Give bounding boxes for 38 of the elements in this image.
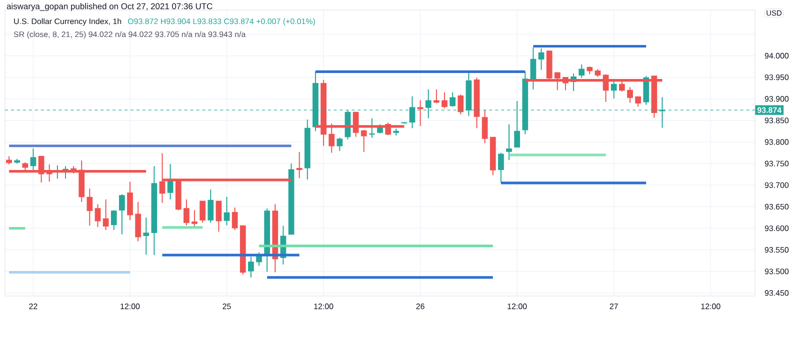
candlestick — [208, 188, 214, 224]
candlestick — [30, 148, 36, 172]
candlestick — [627, 86, 633, 104]
candlestick — [216, 200, 222, 232]
candlestick — [506, 124, 512, 161]
candlestick — [192, 210, 198, 228]
candlestick — [296, 151, 302, 179]
candlestick — [256, 252, 262, 266]
annotation: aiswarya_gopan published on Oct 27, 2021 07:36 UTC — [6, 3, 212, 11]
candlestick — [167, 164, 174, 200]
candlestick — [538, 48, 544, 70]
candlestick — [248, 256, 254, 278]
candlestick — [336, 137, 343, 152]
candlestick — [458, 94, 464, 115]
candlestick — [442, 92, 448, 109]
candlestick — [184, 198, 190, 226]
candlestick — [450, 92, 456, 108]
candlestick — [610, 80, 617, 99]
candlestick — [224, 196, 230, 226]
candlestick — [127, 181, 133, 221]
candlestick — [635, 96, 641, 108]
candlestick — [102, 198, 109, 230]
candlestick — [498, 152, 504, 184]
candlestick — [135, 201, 141, 242]
candlestick — [86, 188, 93, 226]
candlestick — [94, 204, 101, 228]
candlestick — [360, 129, 367, 152]
candlestick — [200, 200, 206, 224]
candlestick — [110, 210, 117, 230]
candlestick — [232, 207, 238, 230]
candlestick — [578, 64, 585, 78]
candlestick — [434, 88, 440, 104]
candlestick — [530, 47, 536, 90]
candlestick — [119, 194, 125, 235]
candlestick — [143, 216, 150, 256]
candlestick — [417, 100, 424, 127]
candlestick — [369, 118, 375, 138]
candlestick — [482, 110, 488, 144]
